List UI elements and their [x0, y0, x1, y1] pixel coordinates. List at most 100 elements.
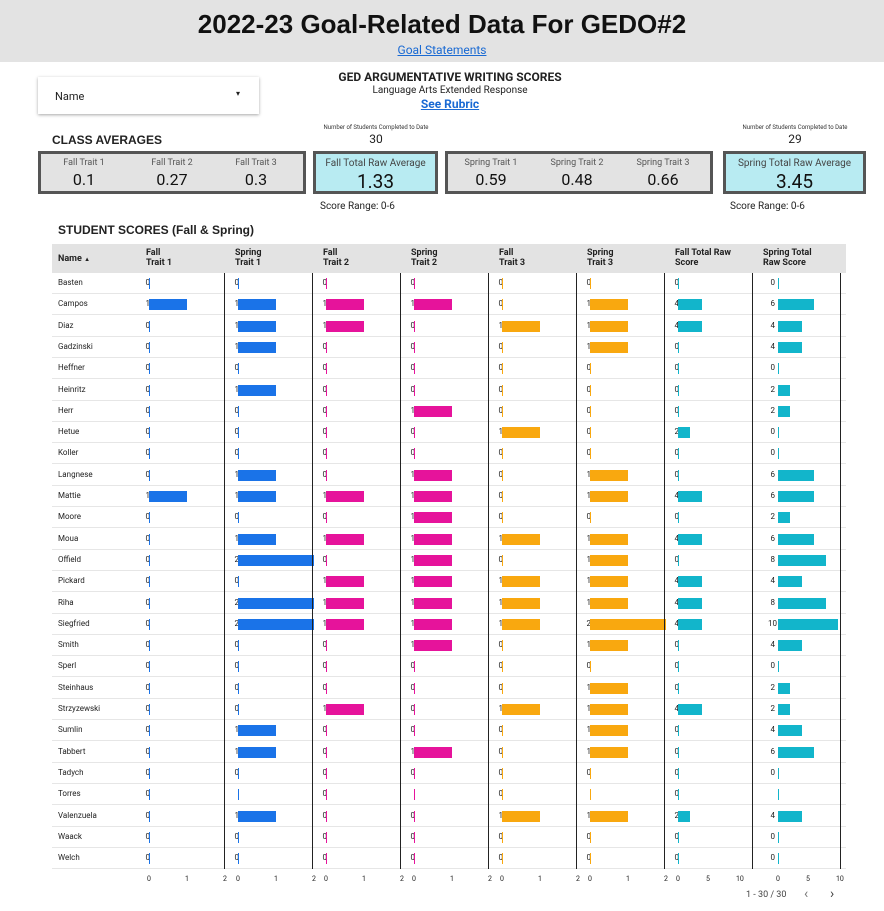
- fall-trait-1-label: Fall Trait 1: [63, 158, 105, 168]
- score-bar: [238, 299, 276, 311]
- score-bar: [326, 746, 327, 758]
- score-bar: [414, 576, 452, 588]
- score-bar: [326, 576, 364, 588]
- score-value: 0: [498, 853, 504, 863]
- previous-page-button[interactable]: ‹: [804, 886, 809, 902]
- student-name: Koller: [58, 448, 79, 458]
- column-header-spring-trait-2[interactable]: Spring Trait 2: [411, 248, 437, 268]
- score-value: 1: [322, 576, 328, 586]
- score-value: 0: [674, 746, 680, 756]
- score-value: 0: [498, 448, 504, 458]
- next-page-button[interactable]: ›: [830, 886, 835, 902]
- score-bar: [238, 554, 314, 566]
- score-bar: [678, 853, 679, 865]
- fall-trait-1-card: Fall Trait 1 0.1: [41, 154, 127, 189]
- score-value: 0: [410, 363, 416, 373]
- column-header-fall-total-line1: Fall Total Raw: [675, 248, 731, 258]
- score-value: 0: [322, 640, 328, 650]
- table-row: Torres: [52, 784, 846, 806]
- score-value: 0: [498, 831, 504, 841]
- score-value: 0: [770, 853, 776, 863]
- score-value: 1: [586, 746, 592, 756]
- goal-statements-link[interactable]: Goal Statements: [397, 43, 487, 57]
- score-bar: [778, 640, 802, 652]
- score-value: 1: [586, 640, 592, 650]
- student-name: Heffner: [58, 363, 85, 373]
- fall-trait-1-value: 0.1: [72, 170, 96, 189]
- student-name: Hetue: [58, 427, 80, 437]
- score-value: 0: [498, 661, 504, 671]
- score-bar: [590, 363, 591, 375]
- axis-tick-label: 1: [626, 875, 630, 883]
- axis-tick-label: 2: [400, 875, 404, 883]
- score-bar: [238, 427, 239, 439]
- score-bar: [502, 618, 540, 630]
- score-value: 1: [145, 299, 151, 309]
- score-value: 1: [410, 640, 416, 650]
- table-row: Koller: [52, 443, 846, 465]
- column-divider: [840, 273, 841, 870]
- score-value: 0: [410, 427, 416, 437]
- score-bar: [414, 831, 415, 843]
- see-rubric-link[interactable]: See Rubric: [420, 97, 480, 111]
- score-value: 4: [770, 320, 776, 330]
- score-bar: [778, 725, 802, 737]
- score-value: 0: [145, 576, 151, 586]
- score-bar: [678, 789, 679, 801]
- column-header-name[interactable]: Name ▲: [58, 254, 90, 265]
- spring-completed-value: 29: [788, 132, 802, 146]
- score-value: 0: [145, 278, 151, 287]
- score-value: 1: [498, 320, 504, 330]
- column-header-fall-trait-2[interactable]: Fall Trait 2: [323, 248, 349, 268]
- score-value: 0: [770, 448, 776, 458]
- score-bar: [502, 469, 503, 481]
- name-filter-label: Name: [55, 90, 85, 103]
- score-bar: [326, 640, 327, 652]
- student-name: Riha: [58, 597, 74, 607]
- score-value: 1: [234, 533, 240, 543]
- axis-tick-label: 0: [324, 875, 328, 883]
- score-bar: [149, 704, 150, 715]
- column-header-spring-trait-3[interactable]: Spring Trait 3: [587, 248, 613, 268]
- pagination-range: 1 - 30 / 30: [746, 890, 787, 900]
- score-bar: [590, 299, 628, 311]
- score-value: 1: [410, 469, 416, 479]
- score-value: 1: [410, 405, 416, 415]
- column-header-spring-total[interactable]: Spring Total Raw Score: [763, 248, 812, 268]
- score-bar: [678, 299, 702, 311]
- score-bar: [414, 704, 415, 715]
- score-bar: [778, 384, 790, 396]
- student-name: Diaz: [58, 320, 74, 330]
- column-header-name-label: Name: [58, 254, 82, 264]
- score-bar: [502, 512, 503, 524]
- score-bar: [590, 278, 591, 289]
- score-bar: [149, 554, 150, 566]
- score-value: 0: [145, 363, 151, 373]
- score-bar: [238, 810, 276, 822]
- score-value: 0: [322, 853, 328, 863]
- score-value: 0: [674, 341, 680, 351]
- score-value: 0: [498, 278, 504, 287]
- chevron-down-icon: ▾: [236, 89, 241, 98]
- table-row: Waack: [52, 827, 846, 848]
- table-row: Heinritz: [52, 380, 846, 401]
- score-bar: [149, 810, 150, 822]
- score-bar: [149, 320, 150, 332]
- score-bar: [414, 725, 415, 737]
- name-filter-dropdown[interactable]: Name ▾: [38, 77, 259, 114]
- column-header-fall-trait-1[interactable]: Fall Trait 1: [146, 248, 172, 268]
- table-row: Strzyzewski: [52, 699, 846, 720]
- score-bar: [778, 320, 802, 332]
- column-header-spring-trait-1[interactable]: Spring Trait 1: [235, 248, 261, 268]
- column-divider: [576, 273, 577, 870]
- score-bar: [778, 767, 779, 779]
- fall-trait-2-value: 0.27: [156, 170, 188, 189]
- student-name: Torres: [58, 789, 81, 799]
- column-header-fall-total[interactable]: Fall Total Raw Score: [675, 248, 731, 268]
- score-value: 1: [586, 725, 592, 735]
- score-bar: [326, 278, 327, 289]
- score-value: 1: [410, 554, 416, 564]
- score-value: 0: [234, 682, 240, 692]
- score-bar: [590, 320, 628, 332]
- column-header-fall-trait-3[interactable]: Fall Trait 3: [499, 248, 525, 268]
